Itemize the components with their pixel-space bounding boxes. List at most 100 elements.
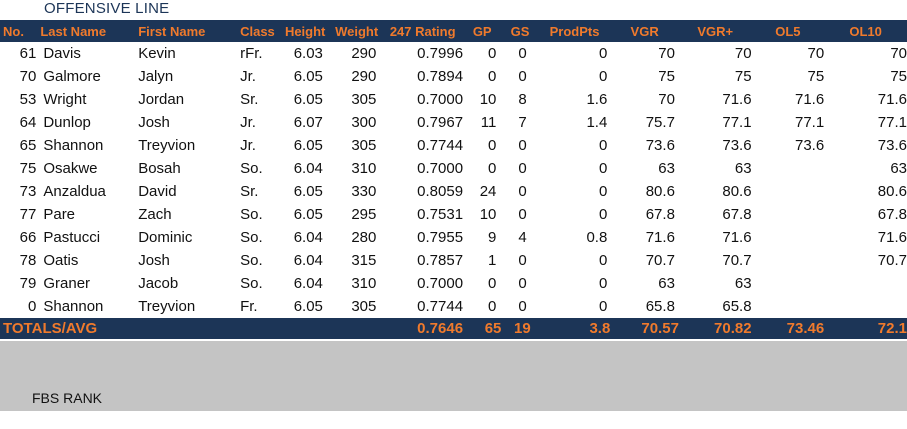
- cell-vgr-plus: 77.1: [722, 114, 752, 131]
- cell-ol5: 75: [807, 68, 825, 85]
- cell-ol5: 70: [807, 45, 825, 62]
- cell-weight: 305: [351, 298, 377, 315]
- cell-rating: 0.7531: [417, 206, 464, 223]
- table-row: 79 Graner Jacob So. 6.04 310 0.7000 0 0 0 63 63: [0, 272, 907, 295]
- cell-prodpts: 0: [598, 252, 608, 269]
- totals-gs: 19: [514, 320, 531, 337]
- col-header-weight: Weight: [335, 23, 379, 39]
- cell-weight: 300: [351, 114, 377, 131]
- cell-prodpts: 0: [598, 298, 608, 315]
- cell-prodpts: 0: [598, 275, 608, 292]
- cell-vgr: 71.6: [645, 229, 675, 246]
- cell-last-name: Galmore: [43, 68, 101, 85]
- totals-label: TOTALS/AVG: [3, 320, 98, 337]
- cell-class: Sr.: [240, 91, 259, 108]
- cell-last-name: Graner: [43, 275, 91, 292]
- cell-first-name: Jordan: [138, 91, 185, 108]
- cell-height: 6.05: [293, 68, 323, 85]
- cell-ol10: [824, 272, 907, 295]
- cell-prodpts: 1.6: [586, 91, 608, 108]
- cell-weight: 295: [351, 206, 377, 223]
- cell-no: 65: [19, 137, 37, 154]
- cell-ol5: 73.6: [795, 137, 825, 154]
- cell-vgr-plus: 71.6: [722, 91, 752, 108]
- cell-gp: 11: [480, 114, 497, 131]
- cell-gs: 0: [518, 275, 527, 292]
- cell-no: 61: [19, 45, 37, 62]
- cell-vgr: 70.7: [645, 252, 675, 269]
- cell-last-name: Shannon: [43, 298, 104, 315]
- cell-vgr-plus: 75: [734, 68, 752, 85]
- cell-rating: 0.7894: [417, 68, 464, 85]
- cell-ol10: 75: [890, 68, 907, 85]
- cell-weight: 310: [351, 275, 377, 292]
- cell-no: 79: [19, 275, 37, 292]
- cell-prodpts: 0: [598, 160, 608, 177]
- cell-gp: 24: [479, 183, 497, 200]
- cell-last-name: Osakwe: [43, 160, 98, 177]
- cell-ol10: 73.6: [877, 137, 907, 154]
- col-header-first-name: First Name: [138, 23, 206, 39]
- fbs-rank-label: FBS RANK: [32, 390, 103, 406]
- totals-empty: [279, 318, 330, 339]
- cell-vgr: 75.7: [645, 114, 675, 131]
- cell-first-name: Jacob: [138, 275, 179, 292]
- table-row: 75 Osakwe Bosah So. 6.04 310 0.7000 0 0 0 63 63 63: [0, 157, 907, 180]
- cell-vgr-plus: 65.8: [722, 298, 752, 315]
- cell-class: So.: [240, 252, 263, 269]
- table-row: 61 Davis Kevin rFr. 6.03 290 0.7996 0 0 0 70 70 70 70: [0, 42, 907, 65]
- cell-vgr: 80.6: [645, 183, 675, 200]
- col-header-no: No.: [3, 23, 24, 39]
- cell-class: So.: [240, 206, 263, 223]
- cell-gs: 0: [518, 206, 527, 223]
- col-header-class: Class: [240, 23, 275, 39]
- cell-ol10: 77.1: [877, 114, 907, 131]
- cell-rating: 0.7967: [417, 114, 464, 131]
- cell-last-name: Shannon: [43, 137, 104, 154]
- cell-first-name: Zach: [138, 206, 172, 223]
- cell-last-name: Anzaldua: [43, 183, 106, 200]
- cell-first-name: Josh: [138, 252, 170, 269]
- cell-ol10: 80.6: [877, 183, 907, 200]
- cell-vgr: 65.8: [645, 298, 675, 315]
- cell-vgr-plus: 63: [734, 160, 752, 177]
- cell-height: 6.07: [293, 114, 323, 131]
- col-header-gs: GS: [510, 23, 530, 39]
- cell-last-name: Wright: [43, 91, 87, 108]
- col-header-vgr: VGR: [630, 23, 659, 39]
- cell-height: 6.05: [293, 183, 323, 200]
- cell-class: rFr.: [240, 45, 263, 62]
- cell-gs: 0: [518, 45, 527, 62]
- cell-gp: 0: [488, 45, 497, 62]
- cell-class: Jr.: [240, 68, 256, 85]
- cell-gs: 8: [518, 91, 527, 108]
- cell-class: Jr.: [240, 137, 256, 154]
- totals-empty: [331, 318, 382, 339]
- cell-gp: 0: [488, 68, 497, 85]
- cell-prodpts: 0: [598, 206, 608, 223]
- cell-vgr-plus: 80.6: [722, 183, 752, 200]
- cell-gs: 0: [518, 183, 527, 200]
- cell-first-name: Josh: [138, 114, 170, 131]
- totals-rating: 0.7646: [417, 320, 464, 337]
- cell-vgr-plus: 71.6: [722, 229, 752, 246]
- cell-gs: 0: [518, 137, 527, 154]
- table-row: 0 Shannon Treyvion Fr. 6.05 305 0.7744 0 0 0 65.8 6…: [0, 295, 907, 318]
- cell-ol5: [752, 295, 825, 318]
- cell-height: 6.04: [293, 275, 323, 292]
- cell-gp: 10: [479, 91, 497, 108]
- cell-vgr-plus: 70: [734, 45, 752, 62]
- table-row: 78 Oatis Josh So. 6.04 315 0.7857 1 0 0 70.7 70.7 70…: [0, 249, 907, 272]
- cell-height: 6.04: [293, 229, 323, 246]
- cell-last-name: Oatis: [43, 252, 79, 269]
- cell-rating: 0.8059: [417, 183, 464, 200]
- cell-prodpts: 0: [598, 137, 608, 154]
- cell-vgr-plus: 70.7: [722, 252, 752, 269]
- cell-height: 6.05: [293, 137, 323, 154]
- cell-no: 70: [19, 68, 37, 85]
- cell-gp: 0: [488, 275, 497, 292]
- cell-ol5: [752, 157, 825, 180]
- cell-vgr: 75: [658, 68, 675, 85]
- table-row: 65 Shannon Treyvion Jr. 6.05 305 0.7744 0 0 0 73.6…: [0, 134, 907, 157]
- col-header-last-name: Last Name: [40, 23, 107, 39]
